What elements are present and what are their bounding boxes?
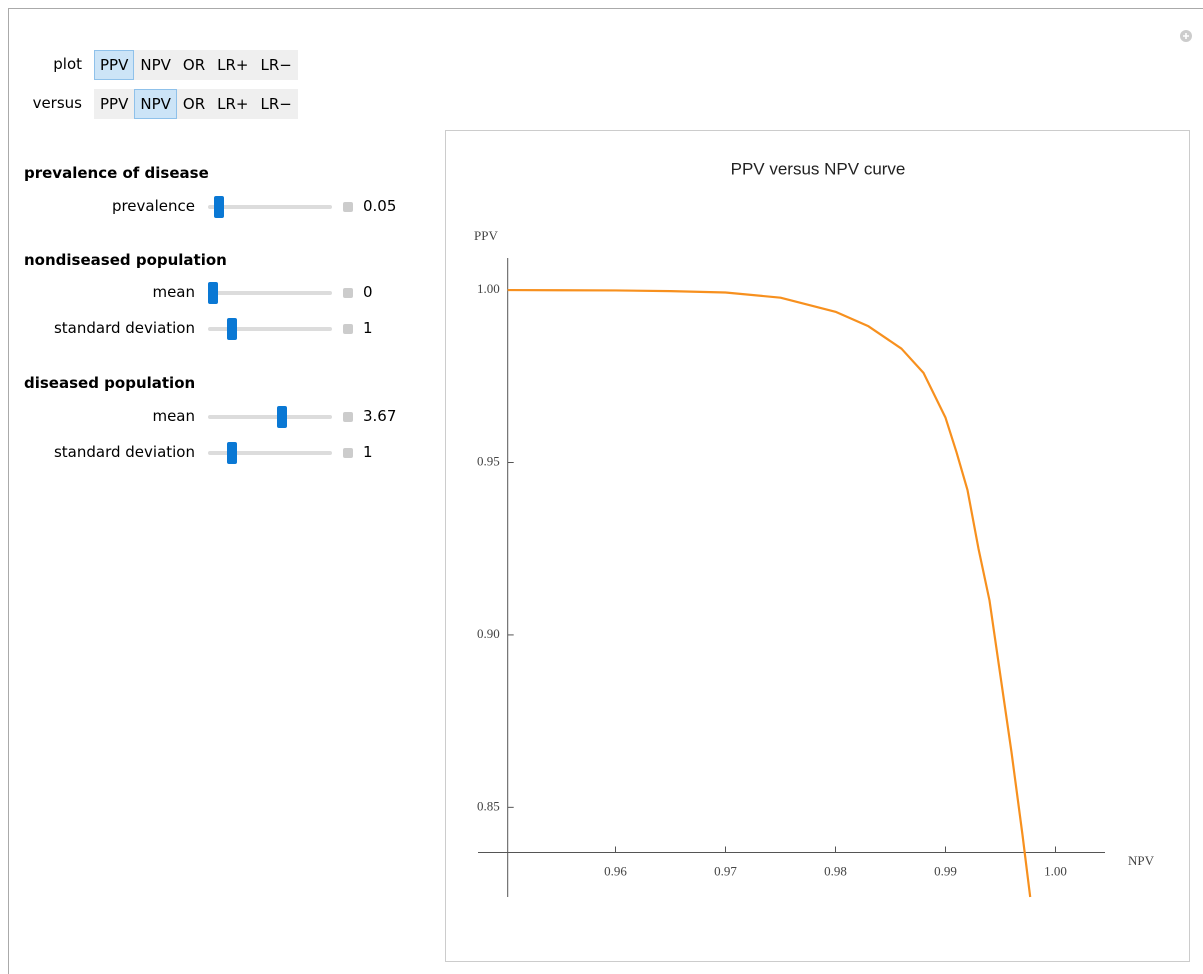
slider-track[interactable]	[208, 205, 332, 209]
setter-button[interactable]: NPV	[134, 89, 177, 119]
setter-label: plot	[53, 55, 82, 73]
slider-expand[interactable]	[343, 324, 353, 334]
slider-label: standard deviation	[53, 319, 195, 337]
setter-bar: PPV NPV OR LR+ LR−	[94, 50, 298, 80]
slider-expand[interactable]	[343, 288, 353, 298]
slider-expand[interactable]	[343, 202, 353, 212]
slider-label: mean	[152, 283, 195, 301]
section-title: nondiseased population	[24, 251, 227, 269]
setter-label: versus	[32, 94, 82, 112]
x-axis-label: NPV	[1128, 853, 1155, 868]
slider-value: 3.67	[363, 407, 397, 425]
section-title: diseased population	[24, 374, 196, 392]
plot-panel	[445, 130, 1190, 962]
setter-button[interactable]: NPV	[140, 56, 171, 74]
slider-thumb[interactable]	[214, 196, 224, 218]
options-icon-plus	[1183, 33, 1189, 39]
y-tick-label: 0.90	[477, 626, 500, 641]
curve	[507, 288, 1032, 898]
setter-button[interactable]: PPV	[94, 50, 135, 80]
slider-value: 0.05	[363, 197, 397, 215]
slider-value: 1	[363, 443, 373, 461]
setter-button[interactable]: OR	[182, 95, 206, 113]
x-tick-label: 0.99	[934, 863, 957, 878]
slider-label: prevalence	[111, 197, 195, 215]
slider-expand[interactable]	[343, 412, 353, 422]
y-tick-label: 0.95	[477, 453, 500, 468]
slider-label: standard deviation	[53, 443, 195, 461]
slider-track[interactable]	[208, 327, 332, 331]
slider-track[interactable]	[208, 415, 332, 419]
chart-title: PPV versus NPV curve	[731, 159, 906, 178]
frame	[8, 8, 1203, 974]
slider-value: 0	[363, 283, 373, 301]
x-tick-label: 1.00	[1044, 863, 1067, 878]
slider-label: mean	[152, 407, 195, 425]
slider-track[interactable]	[208, 451, 332, 455]
slider-expand[interactable]	[343, 448, 353, 458]
x-tick-label: 0.96	[604, 863, 627, 878]
x-tick-label: 0.97	[714, 863, 737, 878]
y-tick-label: 1.00	[477, 281, 500, 296]
slider-thumb[interactable]	[208, 282, 218, 304]
y-axis-label: PPV	[474, 228, 498, 243]
section-title: prevalence of disease	[24, 164, 209, 182]
setter-button[interactable]: LR+	[217, 56, 249, 74]
slider-thumb[interactable]	[277, 406, 287, 428]
slider-value: 1	[363, 319, 373, 337]
setter-button[interactable]: OR	[182, 56, 206, 74]
slider-thumb[interactable]	[227, 318, 237, 340]
slider-thumb[interactable]	[227, 442, 237, 464]
slider-track[interactable]	[208, 291, 332, 295]
x-tick-label: 0.98	[824, 863, 847, 878]
setter-bar: PPV NPV OR LR+ LR−	[94, 89, 298, 119]
setter-button[interactable]: PPV	[100, 95, 129, 113]
setter-button[interactable]: LR−	[260, 95, 292, 113]
y-tick-label: 0.85	[477, 798, 500, 813]
setter-button[interactable]: LR+	[217, 95, 249, 113]
setter-button[interactable]: LR−	[260, 56, 292, 74]
